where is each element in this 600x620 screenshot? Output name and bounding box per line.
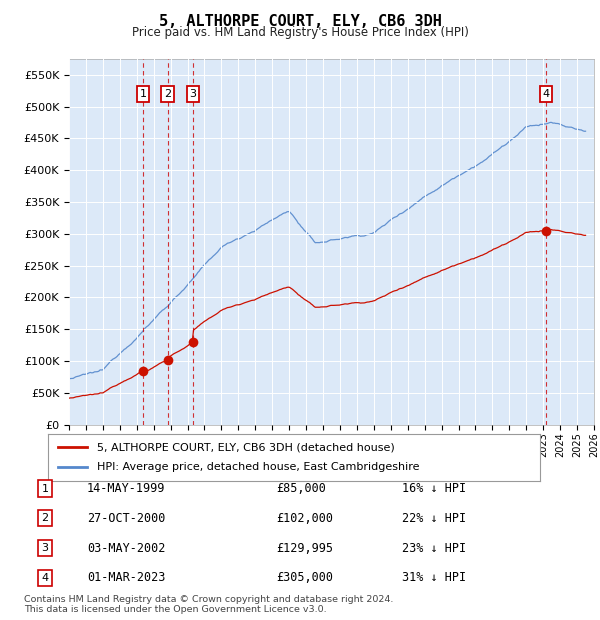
Text: 4: 4 [41,573,49,583]
Text: 4: 4 [542,89,550,99]
Text: 23% ↓ HPI: 23% ↓ HPI [402,542,466,554]
Text: £102,000: £102,000 [276,512,333,525]
Text: 31% ↓ HPI: 31% ↓ HPI [402,572,466,584]
Text: 1: 1 [41,484,49,494]
Text: 2: 2 [164,89,171,99]
Text: Price paid vs. HM Land Registry's House Price Index (HPI): Price paid vs. HM Land Registry's House … [131,26,469,39]
Text: 22% ↓ HPI: 22% ↓ HPI [402,512,466,525]
Text: 14-MAY-1999: 14-MAY-1999 [87,482,166,495]
Text: Contains HM Land Registry data © Crown copyright and database right 2024.: Contains HM Land Registry data © Crown c… [24,595,394,604]
Text: 1: 1 [140,89,146,99]
Bar [569,59,600,425]
Text: This data is licensed under the Open Government Licence v3.0.: This data is licensed under the Open Gov… [24,604,326,614]
Text: 5, ALTHORPE COURT, ELY, CB6 3DH: 5, ALTHORPE COURT, ELY, CB6 3DH [158,14,442,29]
Text: £129,995: £129,995 [276,542,333,554]
Text: 03-MAY-2002: 03-MAY-2002 [87,542,166,554]
Text: £305,000: £305,000 [276,572,333,584]
Text: 27-OCT-2000: 27-OCT-2000 [87,512,166,525]
Text: 5, ALTHORPE COURT, ELY, CB6 3DH (detached house): 5, ALTHORPE COURT, ELY, CB6 3DH (detache… [97,442,395,452]
Text: 01-MAR-2023: 01-MAR-2023 [87,572,166,584]
Text: 3: 3 [190,89,197,99]
Text: 2: 2 [41,513,49,523]
Text: HPI: Average price, detached house, East Cambridgeshire: HPI: Average price, detached house, East… [97,463,420,472]
Text: 16% ↓ HPI: 16% ↓ HPI [402,482,466,495]
Text: 3: 3 [41,543,49,553]
Text: £85,000: £85,000 [276,482,326,495]
